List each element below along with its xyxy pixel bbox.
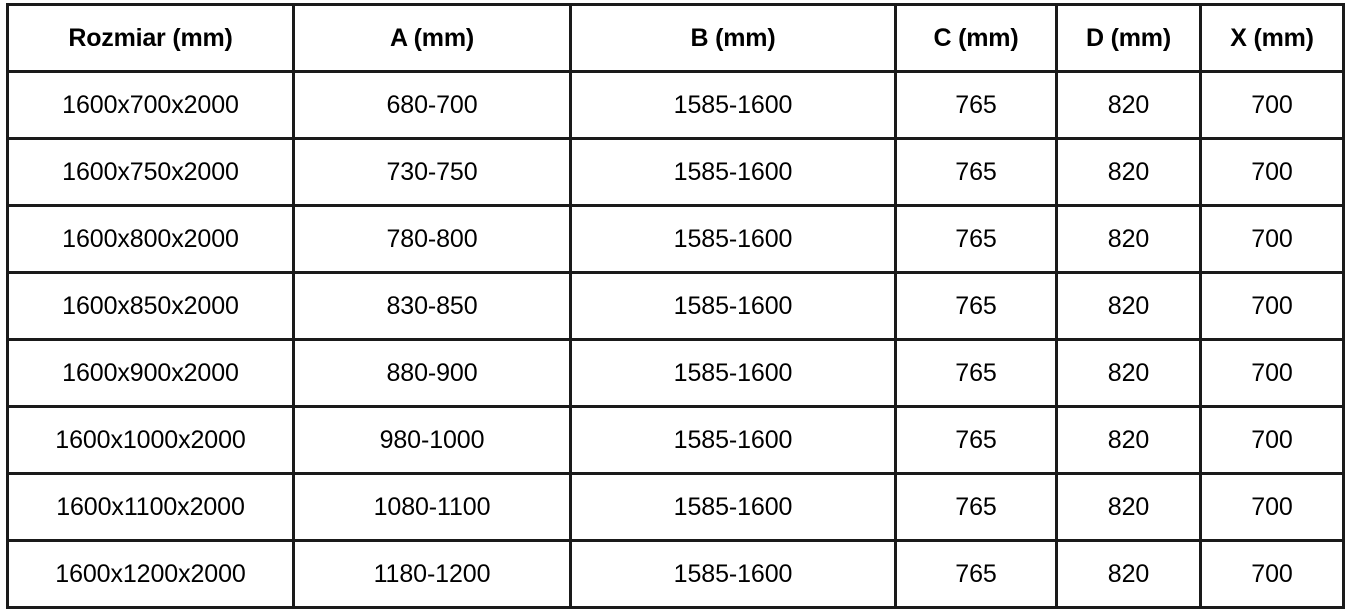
cell-c: 765	[894, 539, 1058, 609]
column-header-c: C (mm)	[894, 3, 1058, 73]
cell-size: 1600x900x2000	[6, 338, 295, 408]
cell-c: 765	[894, 338, 1058, 408]
cell-b: 1585-1600	[569, 271, 897, 341]
cell-c: 765	[894, 472, 1058, 542]
table-row: 1600x800x2000 780-800 1585-1600 765 820 700	[6, 204, 1345, 274]
table-row: 1600x1200x2000 1180-1200 1585-1600 765 820 70…	[6, 539, 1345, 609]
cell-d: 820	[1055, 405, 1202, 475]
table-row: 1600x900x2000 880-900 1585-1600 765 820 700	[6, 338, 1345, 408]
cell-d: 820	[1055, 70, 1202, 140]
cell-x: 700	[1199, 271, 1345, 341]
cell-size: 1600x800x2000	[6, 204, 295, 274]
cell-x: 700	[1199, 137, 1345, 207]
cell-x: 700	[1199, 338, 1345, 408]
cell-size: 1600x1000x2000	[6, 405, 295, 475]
cell-a: 1080-1100	[292, 472, 572, 542]
cell-x: 700	[1199, 204, 1345, 274]
table-row: 1600x750x2000 730-750 1585-1600 765 820 700	[6, 137, 1345, 207]
table-row: 1600x1100x2000 1080-1100 1585-1600 765 820 70…	[6, 472, 1345, 542]
table-header: Rozmiar (mm) A (mm) B (mm) C (mm) D (mm)…	[6, 3, 1345, 73]
cell-c: 765	[894, 204, 1058, 274]
column-header-size: Rozmiar (mm)	[6, 3, 295, 73]
cell-x: 700	[1199, 70, 1345, 140]
cell-d: 820	[1055, 472, 1202, 542]
cell-size: 1600x750x2000	[6, 137, 295, 207]
table-row: 1600x850x2000 830-850 1585-1600 765 820 700	[6, 271, 1345, 341]
cell-d: 820	[1055, 539, 1202, 609]
table-body: 1600x700x2000 680-700 1585-1600 765 820 700 16…	[6, 70, 1345, 609]
cell-b: 1585-1600	[569, 472, 897, 542]
cell-x: 700	[1199, 539, 1345, 609]
cell-x: 700	[1199, 405, 1345, 475]
table-row: 1600x700x2000 680-700 1585-1600 765 820 700	[6, 70, 1345, 140]
cell-b: 1585-1600	[569, 137, 897, 207]
cell-b: 1585-1600	[569, 70, 897, 140]
cell-d: 820	[1055, 271, 1202, 341]
cell-c: 765	[894, 271, 1058, 341]
column-header-d: D (mm)	[1055, 3, 1202, 73]
cell-d: 820	[1055, 204, 1202, 274]
table-row: 1600x1000x2000 980-1000 1585-1600 765 820 700	[6, 405, 1345, 475]
cell-a: 880-900	[292, 338, 572, 408]
cell-size: 1600x1100x2000	[6, 472, 295, 542]
cell-c: 765	[894, 405, 1058, 475]
cell-b: 1585-1600	[569, 539, 897, 609]
cell-a: 680-700	[292, 70, 572, 140]
column-header-b: B (mm)	[569, 3, 897, 73]
cell-size: 1600x1200x2000	[6, 539, 295, 609]
table-header-row: Rozmiar (mm) A (mm) B (mm) C (mm) D (mm)…	[6, 3, 1345, 73]
cell-size: 1600x850x2000	[6, 271, 295, 341]
cell-b: 1585-1600	[569, 338, 897, 408]
column-header-x: X (mm)	[1199, 3, 1345, 73]
cell-b: 1585-1600	[569, 405, 897, 475]
cell-d: 820	[1055, 338, 1202, 408]
dimensions-table: Rozmiar (mm) A (mm) B (mm) C (mm) D (mm)…	[6, 3, 1345, 609]
cell-d: 820	[1055, 137, 1202, 207]
document-page: Rozmiar (mm) A (mm) B (mm) C (mm) D (mm)…	[6, 3, 1345, 609]
cell-a: 780-800	[292, 204, 572, 274]
cell-a: 730-750	[292, 137, 572, 207]
cell-b: 1585-1600	[569, 204, 897, 274]
column-header-a: A (mm)	[292, 3, 572, 73]
cell-c: 765	[894, 70, 1058, 140]
cell-a: 1180-1200	[292, 539, 572, 609]
cell-a: 830-850	[292, 271, 572, 341]
cell-x: 700	[1199, 472, 1345, 542]
cell-a: 980-1000	[292, 405, 572, 475]
cell-size: 1600x700x2000	[6, 70, 295, 140]
cell-c: 765	[894, 137, 1058, 207]
